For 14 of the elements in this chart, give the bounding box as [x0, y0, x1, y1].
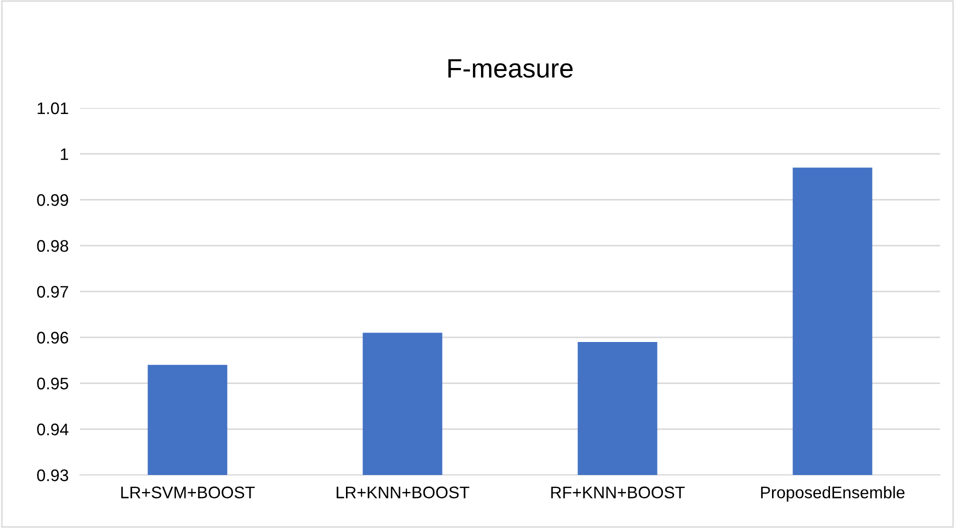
y-tick-label: 0.96	[37, 332, 68, 344]
y-tick-label: 0.94	[37, 424, 68, 436]
x-tick-label: ProposedEnsemble	[761, 486, 904, 502]
y-tick-label: 1	[60, 148, 68, 160]
y-tick-label: 0.99	[37, 194, 68, 206]
y-tick-label: 0.98	[37, 240, 68, 252]
y-tick-label: 0.95	[37, 378, 68, 390]
y-tick-label: 1.01	[38, 102, 68, 114]
x-tick-label: LR+KNN+BOOST	[336, 486, 470, 498]
chart-title: F-measure	[448, 59, 573, 78]
x-tick-label: RF+KNN+BOOST	[551, 486, 685, 498]
y-tick-label: 0.97	[37, 286, 68, 298]
y-tick-label: 0.93	[37, 469, 68, 482]
x-tick-label: LR+SVM+BOOST	[121, 486, 255, 498]
